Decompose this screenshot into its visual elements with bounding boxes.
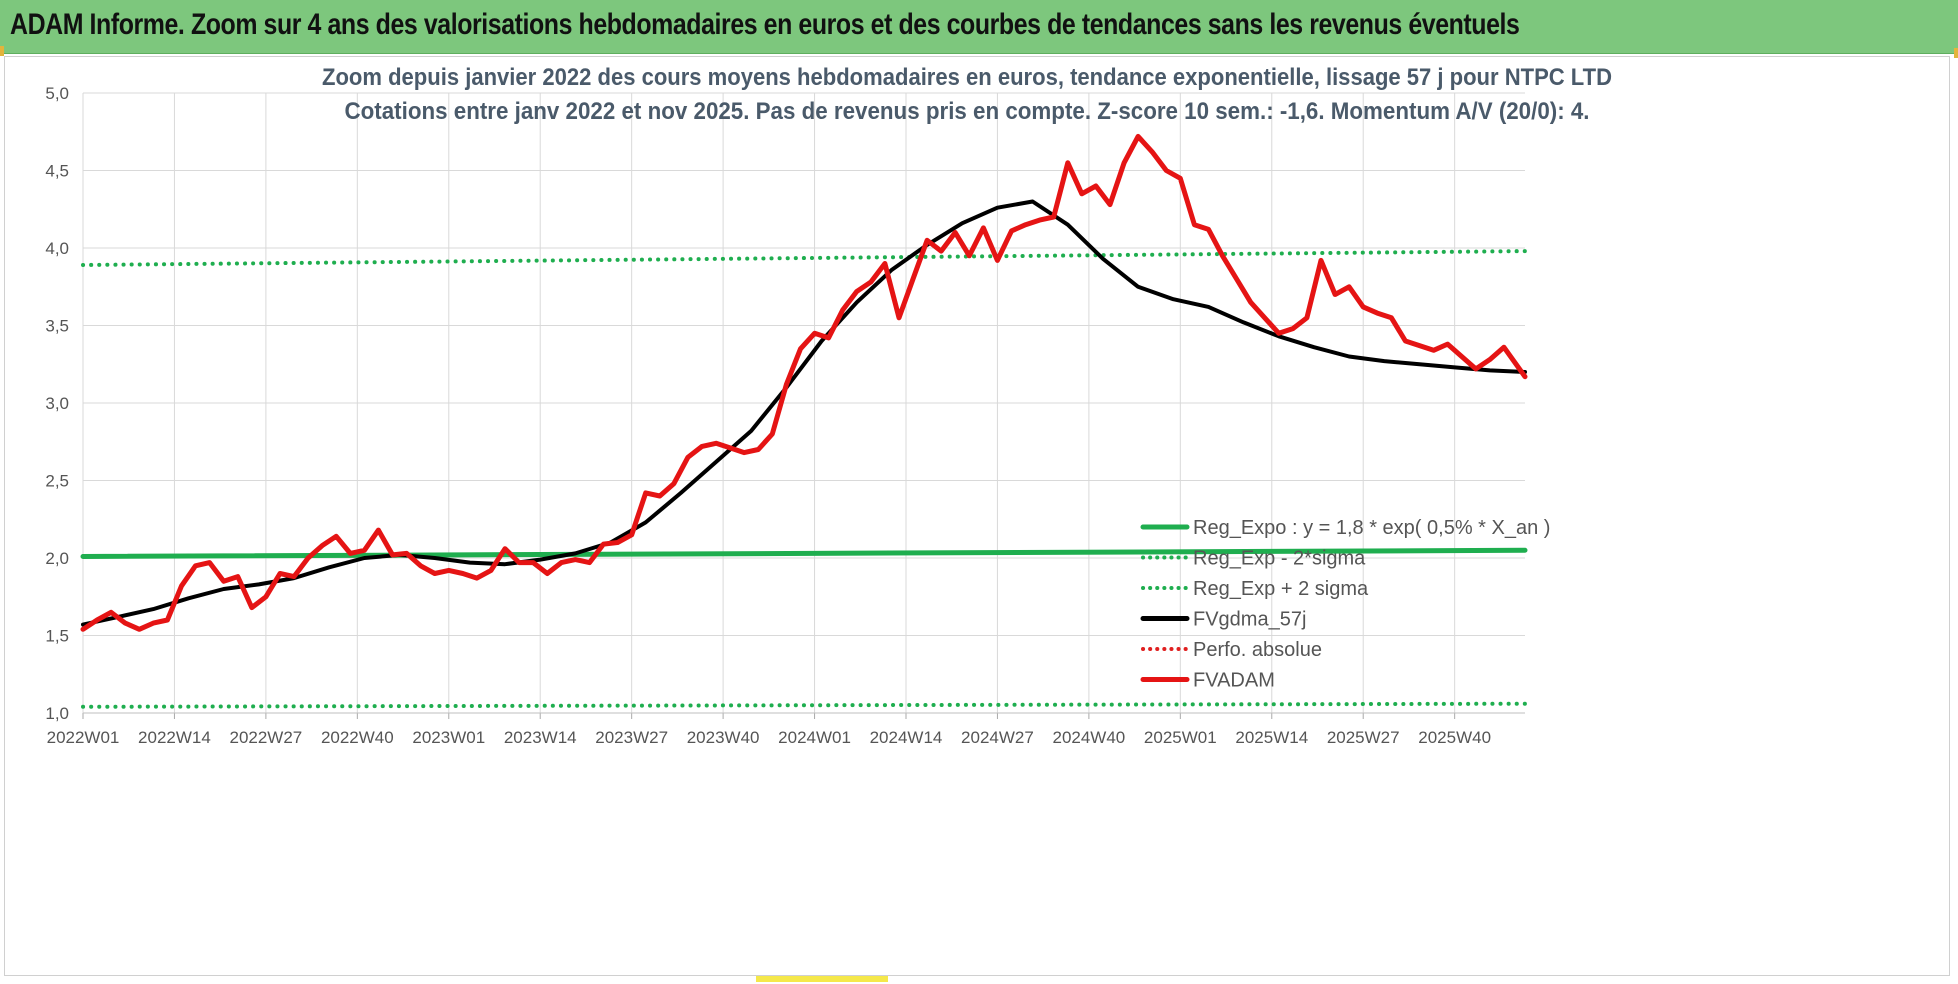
y-tick-label: 2,5 [45,472,69,491]
series-reg-minus-2sigma [81,701,1527,709]
x-tick-label: 2025W01 [1144,728,1217,747]
chart-frame: 1,0 1,5 2,0 2,5 3,0 3,5 4,0 4,5 5,0 2022W01 2022W1… [4,56,1950,976]
corner-mark-left [0,46,4,56]
x-tick-label: 2023W01 [412,728,485,747]
series-reg-plus-2sigma [81,249,1527,267]
x-tick-label: 2022W01 [47,728,120,747]
grid-layer [82,92,1525,714]
legend-item: FVgdma_57j [1140,609,1306,631]
y-tick-label: 4,5 [45,162,69,181]
legend: Reg_Expo : y = 1,8 * exp( 0,5% * X_an ) R… [1140,517,1550,692]
x-tick-label: 2025W27 [1327,728,1400,747]
x-tick-label: 2022W40 [321,728,394,747]
corner-mark-right [1954,48,1958,58]
series-layer [80,133,1528,709]
legend-item: Perfo. absolue [1141,639,1322,661]
legend-item: Reg_Exp + 2 sigma [1141,578,1369,600]
legend-label: Reg_Exp - 2*sigma [1193,548,1366,570]
x-tick-label: 2023W40 [687,728,760,747]
valuation-chart: 1,0 1,5 2,0 2,5 3,0 3,5 4,0 4,5 5,0 2022W01 2022W1… [45,64,1612,747]
legend-item: Reg_Expo : y = 1,8 * exp( 0,5% * X_an ) [1140,517,1550,539]
x-tick-label: 2024W14 [870,728,943,747]
chart-subtitle: Cotations entre janv 2022 et nov 2025. P… [345,98,1590,125]
x-tick-label: 2025W40 [1418,728,1491,747]
x-tick-label: 2024W27 [961,728,1034,747]
x-tick-label: 2023W27 [595,728,668,747]
chart-title: Zoom depuis janvier 2022 des cours moyen… [322,64,1612,91]
legend-item: Reg_Exp - 2*sigma [1141,548,1366,570]
y-tick-label: 2,0 [45,549,69,568]
legend-label: FVADAM [1193,670,1275,692]
legend-label: Reg_Exp + 2 sigma [1193,578,1369,600]
series-fvgdma-57j [81,199,1527,627]
series-reg-expo [80,547,1528,559]
report-title: ADAM Informe. Zoom sur 4 ans des valoris… [10,8,1520,41]
x-tick-label: 2024W01 [778,728,851,747]
legend-label: Perfo. absolue [1193,639,1322,661]
y-tick-label: 5,0 [45,84,69,103]
x-tick-label: 2025W14 [1235,728,1308,747]
y-tick-label: 1,5 [45,627,69,646]
y-tick-label: 3,0 [45,394,69,413]
bottom-mark [756,976,888,982]
x-tick-label: 2022W27 [229,728,302,747]
y-tick-label: 4,0 [45,239,69,258]
legend-item: FVADAM [1140,670,1275,692]
x-tick-label: 2024W40 [1052,728,1125,747]
legend-label: Reg_Expo : y = 1,8 * exp( 0,5% * X_an ) [1193,517,1550,539]
y-tick-label: 3,5 [45,317,69,336]
x-tick-label: 2022W14 [138,728,211,747]
x-tick-label: 2023W14 [504,728,577,747]
axis-layer: 1,0 1,5 2,0 2,5 3,0 3,5 4,0 4,5 5,0 2022W01 2022W1… [45,84,1525,747]
series-fvadam [80,133,1528,632]
legend-label: FVgdma_57j [1193,609,1306,631]
title-banner: ADAM Informe. Zoom sur 4 ans des valoris… [0,0,1958,54]
y-tick-label: 1,0 [45,704,69,723]
